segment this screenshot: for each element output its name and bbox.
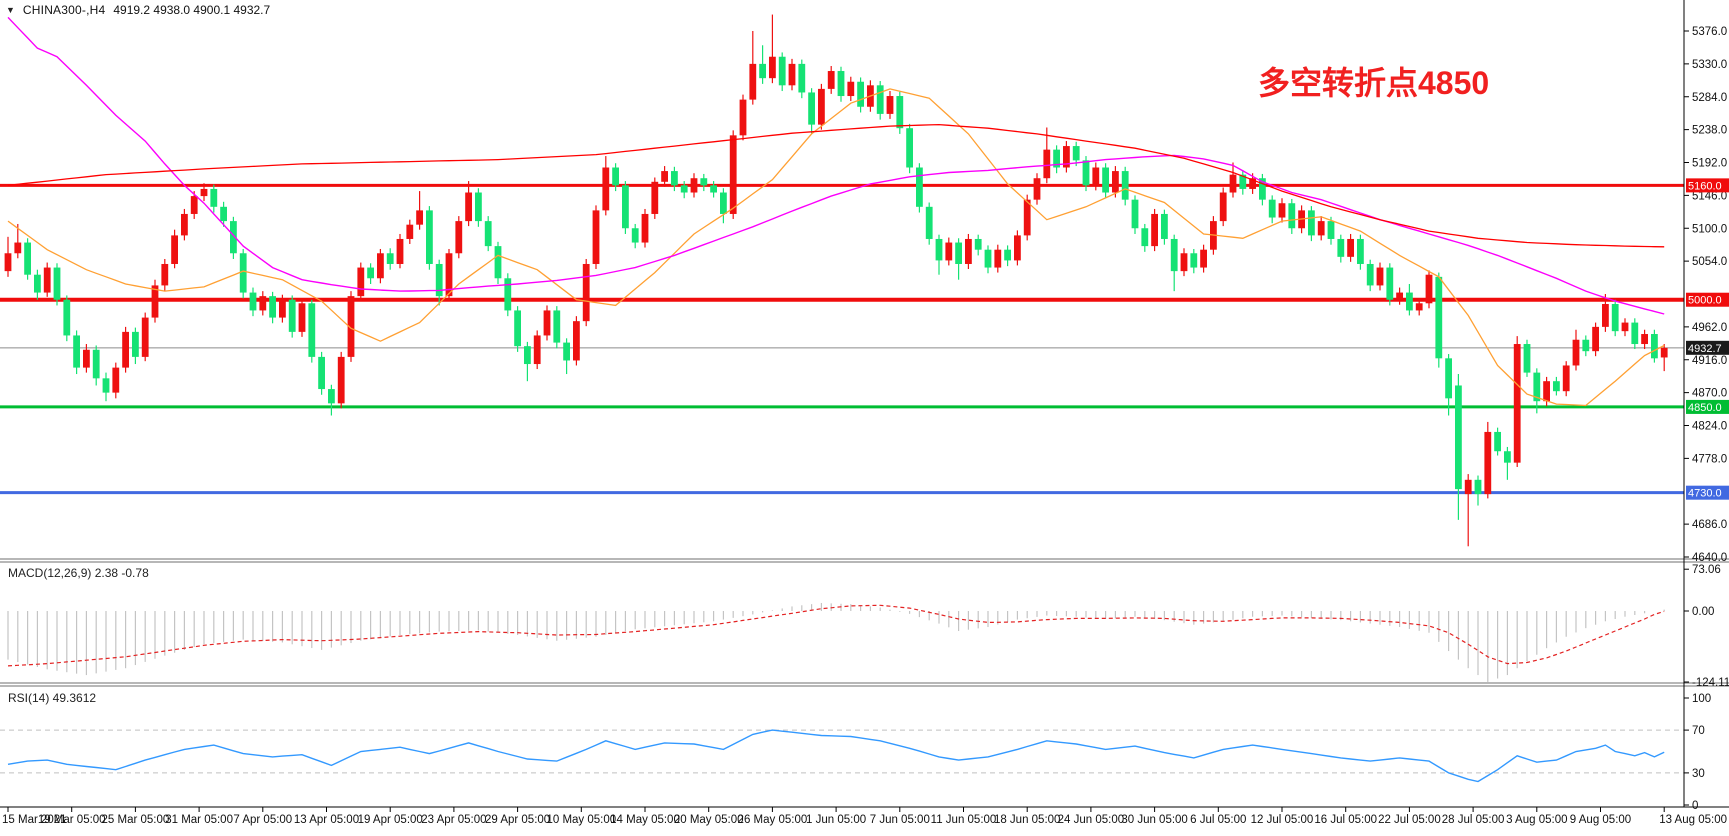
svg-text:10 May 05:00: 10 May 05:00 [546,814,616,826]
svg-text:4850.0: 4850.0 [1688,402,1722,414]
annotation-text: 多空转折点4850 [1258,65,1490,101]
svg-text:23 Apr 05:00: 23 Apr 05:00 [421,814,486,826]
svg-text:4730.0: 4730.0 [1688,488,1722,500]
svg-text:4962.0: 4962.0 [1692,322,1727,334]
svg-text:30 Jun 05:00: 30 Jun 05:00 [1121,814,1188,826]
symbol-period-label: CHINA300-,H4 [22,3,106,17]
price-tag: 5000.0 [1686,292,1729,307]
svg-text:0.00: 0.00 [1692,606,1714,618]
rsi-line [7,729,1665,783]
svg-text:20 May 05:00: 20 May 05:00 [674,814,744,826]
price-axis-labels[interactable]: 5376.0 5330.0 5284.0 5238.0 5192.0 5146.0 5100… [1684,26,1727,564]
svg-text:4640.0: 4640.0 [1692,552,1727,564]
svg-text:22 Jul 05:00: 22 Jul 05:00 [1378,814,1441,826]
svg-text:1 Jun 05:00: 1 Jun 05:00 [806,814,866,826]
svg-text:30: 30 [1692,768,1705,780]
svg-text:15 Mar 2021: 15 Mar 2021 [2,814,67,826]
svg-text:19 Apr 05:00: 19 Apr 05:00 [358,814,423,826]
macd-panel[interactable] [7,602,1665,682]
rsi-panel[interactable] [0,729,1684,783]
slow-ma-line [7,123,1665,248]
price-tag: 4850.0 [1686,399,1729,414]
svg-text:24 Jun 05:00: 24 Jun 05:00 [1058,814,1125,826]
svg-text:13 Aug 05:00: 13 Aug 05:00 [1659,814,1727,826]
svg-text:16 Jul 05:00: 16 Jul 05:00 [1314,814,1377,826]
svg-text:100: 100 [1692,693,1711,705]
svg-text:25 Mar 05:00: 25 Mar 05:00 [102,814,170,826]
svg-text:14 May 05:00: 14 May 05:00 [610,814,680,826]
ohlc-quote: 4919.2 4938.0 4900.1 4932.7 [113,3,271,17]
chart-title-bar: ▼ CHINA300-,H4 4919.2 4938.0 4900.1 4932… [6,3,270,17]
svg-text:0: 0 [1692,800,1698,812]
svg-text:70: 70 [1692,725,1705,737]
svg-text:6 Jul 05:00: 6 Jul 05:00 [1190,814,1246,826]
svg-text:5146.0: 5146.0 [1692,190,1727,202]
svg-text:5330.0: 5330.0 [1692,59,1727,71]
chart-menu-icon[interactable]: ▼ [6,5,15,15]
svg-text:4778.0: 4778.0 [1692,453,1727,465]
macd-indicator-label: MACD(12,26,9) 2.38 -0.78 [8,566,149,580]
price-tag: 4932.7 [1686,340,1729,355]
svg-text:73.06: 73.06 [1692,564,1721,576]
rsi-indicator-label: RSI(14) 49.3612 [8,691,97,705]
svg-text:3 Aug 05:00: 3 Aug 05:00 [1506,814,1567,826]
svg-text:4932.7: 4932.7 [1688,343,1722,355]
svg-text:7 Apr 05:00: 7 Apr 05:00 [233,814,292,826]
svg-text:4870.0: 4870.0 [1692,388,1727,400]
svg-text:7 Jun 05:00: 7 Jun 05:00 [870,814,930,826]
svg-text:5100.0: 5100.0 [1692,223,1727,235]
svg-text:4824.0: 4824.0 [1692,421,1727,433]
svg-text:4916.0: 4916.0 [1692,355,1727,367]
svg-text:5284.0: 5284.0 [1692,92,1727,104]
price-tag: 4730.0 [1686,485,1729,500]
svg-text:5376.0: 5376.0 [1692,26,1727,38]
svg-text:-124.11: -124.11 [1692,677,1729,689]
svg-text:13 Apr 05:00: 13 Apr 05:00 [294,814,359,826]
svg-text:9 Aug 05:00: 9 Aug 05:00 [1570,814,1631,826]
svg-text:19 Mar 05:00: 19 Mar 05:00 [38,814,106,826]
svg-text:4686.0: 4686.0 [1692,519,1727,531]
panel-separator-1[interactable] [0,558,1729,563]
svg-text:28 Jul 05:00: 28 Jul 05:00 [1442,814,1505,826]
svg-text:5160.0: 5160.0 [1688,180,1722,192]
svg-text:5238.0: 5238.0 [1692,125,1727,137]
svg-text:26 May 05:00: 26 May 05:00 [738,814,808,826]
fast-ma-line [7,88,1665,407]
candlestick-series[interactable] [4,14,1668,547]
svg-text:18 Jun 05:00: 18 Jun 05:00 [994,814,1061,826]
svg-text:5192.0: 5192.0 [1692,158,1727,170]
svg-text:11 Jun 05:00: 11 Jun 05:00 [931,814,997,826]
svg-text:29 Apr 05:00: 29 Apr 05:00 [485,814,550,826]
svg-text:31 Mar 05:00: 31 Mar 05:00 [165,814,233,826]
indicator-axis-labels[interactable]: 73.06 0.00 -124.11 100 70 30 0 [1684,564,1729,812]
svg-text:5000.0: 5000.0 [1688,295,1722,307]
svg-text:5054.0: 5054.0 [1692,256,1727,268]
svg-text:12 Jul 05:00: 12 Jul 05:00 [1251,814,1314,826]
price-tag: 5160.0 [1686,178,1729,193]
panel-separator-2[interactable] [0,682,1729,687]
